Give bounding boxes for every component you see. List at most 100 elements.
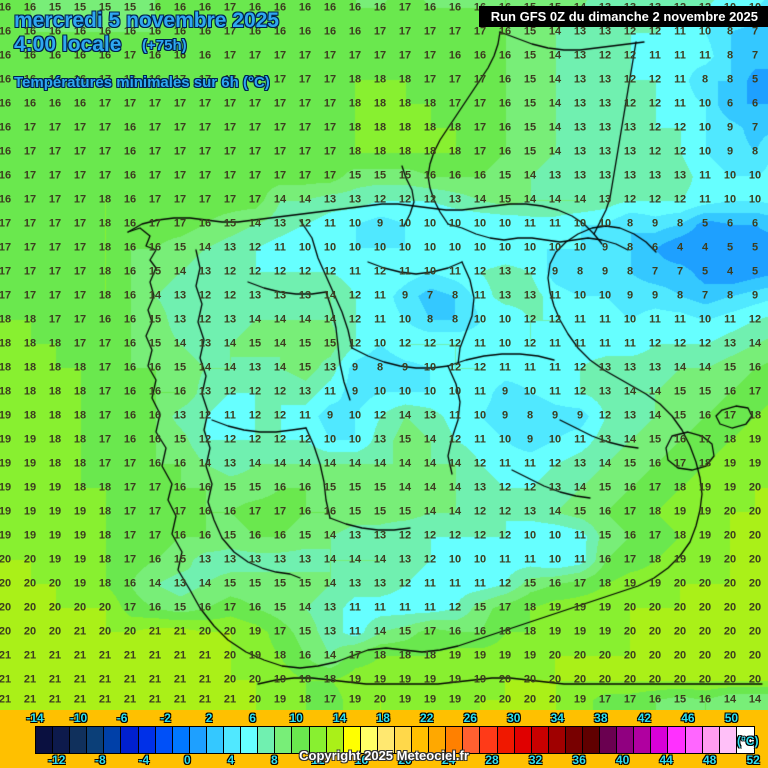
grid-value: 21 xyxy=(48,649,62,662)
grid-value: 14 xyxy=(673,361,687,374)
grid-value: 14 xyxy=(423,457,437,470)
grid-value: 14 xyxy=(548,145,562,158)
grid-value: 14 xyxy=(273,457,287,470)
grid-value: 9 xyxy=(351,361,359,374)
grid-value: 18 xyxy=(0,313,12,326)
grid-value: 21 xyxy=(173,649,187,662)
grid-value: 16 xyxy=(0,97,12,110)
grid-value: 14 xyxy=(448,457,462,470)
grid-value: 11 xyxy=(549,385,561,398)
grid-value: 15 xyxy=(523,577,537,590)
grid-value: 18 xyxy=(373,145,387,158)
map-viewport[interactable]: 16 16 15 15 15 15 16 16 16 17 16 16 16 16 16 16 17 16 16 16… xyxy=(0,0,768,710)
grid-value: 14 xyxy=(223,361,237,374)
grid-value: 16 xyxy=(123,409,137,422)
grid-value: 18 xyxy=(73,361,87,374)
grid-value: 8 xyxy=(676,217,684,230)
grid-value: 15 xyxy=(173,601,187,614)
grid-value: 9 xyxy=(751,289,759,302)
grid-value: 17 xyxy=(248,49,262,62)
grid-value: 18 xyxy=(398,73,412,86)
grid-value: 17 xyxy=(223,145,237,158)
grid-value: 17 xyxy=(148,145,162,158)
grid-value: 16 xyxy=(248,529,262,542)
grid-value: 13 xyxy=(248,289,262,302)
forecast-date-label: mercredi 5 novembre 2025 xyxy=(14,9,279,32)
grid-value: 15 xyxy=(298,361,312,374)
color-scale-tick: 26 xyxy=(463,711,477,725)
grid-value: 21 xyxy=(0,673,12,686)
grid-value: 15 xyxy=(173,241,187,254)
grid-value: 17 xyxy=(323,49,337,62)
grid-value: 18 xyxy=(398,97,412,110)
grid-value: 19 xyxy=(698,505,712,518)
grid-value: 8 xyxy=(726,289,734,302)
grid-value: 11 xyxy=(349,625,361,638)
grid-value: 18 xyxy=(423,121,437,134)
grid-value: 4 xyxy=(701,241,709,254)
grid-value: 14 xyxy=(323,457,337,470)
grid-value: 21 xyxy=(148,693,162,706)
grid-value: 12 xyxy=(398,337,412,350)
grid-value: 18 xyxy=(48,361,62,374)
grid-value: 16 xyxy=(498,145,512,158)
grid-value: 17 xyxy=(298,169,312,182)
grid-value: 12 xyxy=(398,193,412,206)
grid-value: 10 xyxy=(548,433,562,446)
grid-value: 14 xyxy=(348,457,362,470)
grid-value: 20 xyxy=(748,649,762,662)
grid-value: 18 xyxy=(23,361,37,374)
grid-value: 16 xyxy=(48,73,62,86)
grid-value: 10 xyxy=(698,313,712,326)
grid-value: 7 xyxy=(751,49,759,62)
grid-value: 18 xyxy=(373,121,387,134)
grid-value: 10 xyxy=(473,409,487,422)
grid-value: 13 xyxy=(273,553,287,566)
grid-value: 9 xyxy=(651,289,659,302)
grid-value: 15 xyxy=(673,693,687,706)
grid-value: 18 xyxy=(73,457,87,470)
grid-value: 17 xyxy=(98,361,112,374)
grid-value: 14 xyxy=(198,457,212,470)
grid-value: 16 xyxy=(0,169,12,182)
grid-value: 15 xyxy=(598,481,612,494)
grid-value: 14 xyxy=(323,553,337,566)
grid-value: 14 xyxy=(423,505,437,518)
grid-value: 17 xyxy=(98,337,112,350)
grid-value: 14 xyxy=(173,265,187,278)
color-swatch xyxy=(189,727,207,753)
grid-value: 20 xyxy=(723,529,737,542)
grid-value: 12 xyxy=(448,361,462,374)
grid-value: 12 xyxy=(698,337,712,350)
grid-value: 9 xyxy=(501,385,509,398)
grid-value: 17 xyxy=(198,73,212,86)
grid-value: 15 xyxy=(298,529,312,542)
grid-value: 15 xyxy=(123,1,137,14)
grid-value: 19 xyxy=(73,505,87,518)
grid-value: 12 xyxy=(348,313,362,326)
color-swatch xyxy=(87,727,105,753)
grid-value: 15 xyxy=(573,505,587,518)
grid-value: 14 xyxy=(548,49,562,62)
grid-value: 18 xyxy=(98,289,112,302)
color-swatch xyxy=(377,727,395,753)
grid-value: 20 xyxy=(698,601,712,614)
grid-value: 12 xyxy=(473,361,487,374)
grid-value: 18 xyxy=(348,73,362,86)
color-scale-tick: 34 xyxy=(550,711,564,725)
grid-value: 16 xyxy=(198,25,212,38)
grid-value: 16 xyxy=(298,649,312,662)
grid-value: 8 xyxy=(626,265,634,278)
grid-value: 16 xyxy=(473,625,487,638)
color-scale-tick: 20 xyxy=(398,753,412,767)
grid-value: 18 xyxy=(298,673,312,686)
grid-value: 12 xyxy=(423,553,437,566)
grid-value: 16 xyxy=(298,1,312,14)
grid-value: 11 xyxy=(674,73,686,86)
grid-value: 19 xyxy=(723,481,737,494)
grid-value: 14 xyxy=(698,361,712,374)
grid-value: 11 xyxy=(599,337,611,350)
grid-value: 17 xyxy=(73,265,87,278)
grid-value: 11 xyxy=(549,289,561,302)
grid-value: 4 xyxy=(676,241,684,254)
